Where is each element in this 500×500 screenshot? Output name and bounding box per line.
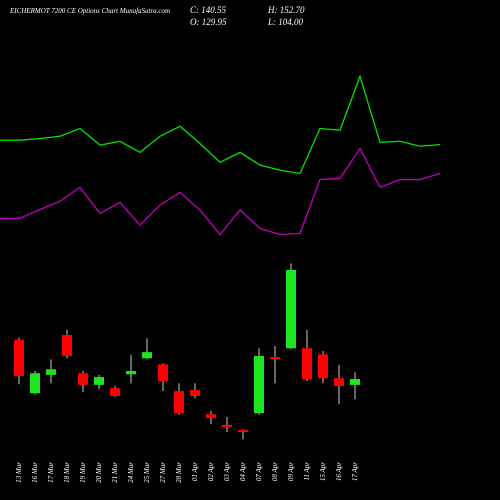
candle-body [238,429,248,433]
candle-body [142,352,152,359]
x-tick-label: 02 Apr [207,462,215,481]
candle-body [190,389,200,396]
x-tick-label: 03 Apr [223,462,231,481]
chart-title: EICHERMOT 7200 CE Options Chart MunafaSu… [9,7,170,15]
candle-body [94,377,104,385]
x-tick-label: 11 Apr [303,462,311,481]
candle-body [78,373,88,385]
x-tick-label: 16 Mar [31,462,39,483]
ohlc-info: L: 104.00 [267,17,304,27]
indicator-line [0,147,441,236]
x-tick-label: 25 Mar [143,462,151,483]
indicator-line [0,74,441,175]
candle-body [62,334,72,357]
candle-body [302,348,312,380]
candle-body [222,424,232,428]
candle-body [30,373,40,394]
x-tick-label: 13 Mar [15,462,23,483]
x-tick-label: 19 Mar [79,462,87,483]
x-tick-label: 28 Mar [175,462,183,483]
candle-body [270,357,280,360]
ohlc-info: H: 152.70 [267,5,305,15]
candle-body [126,370,136,375]
candle-body [206,414,216,419]
x-tick-label: 04 Apr [239,462,247,481]
x-tick-label: 24 Mar [127,462,135,483]
x-tick-label: 15 Apr [319,462,327,481]
x-tick-label: 21 Mar [111,462,119,483]
x-tick-label: 18 Mar [63,462,71,483]
ohlc-info: O: 129.95 [190,17,227,27]
x-tick-label: 01 Apr [191,462,199,481]
x-tick-label: 16 Apr [335,462,343,481]
candle-body [350,379,360,385]
x-tick-label: 20 Mar [95,462,103,483]
candle-body [286,270,296,349]
candle-body [174,390,184,414]
candle-body [46,369,56,375]
candle-body [254,356,264,414]
candle-body [158,364,168,381]
candle-body [334,378,344,386]
x-tick-label: 17 Mar [47,462,55,483]
ohlc-info: C: 140.55 [190,5,227,15]
x-tick-label: 09 Apr [287,462,295,481]
candle-body [318,354,328,379]
x-tick-label: 08 Apr [271,462,279,481]
candle-body [14,339,24,376]
candle-body [110,388,120,396]
x-tick-label: 17 Apr [351,462,359,481]
x-tick-label: 27 Mar [159,462,167,483]
x-tick-label: 07 Apr [255,462,263,481]
